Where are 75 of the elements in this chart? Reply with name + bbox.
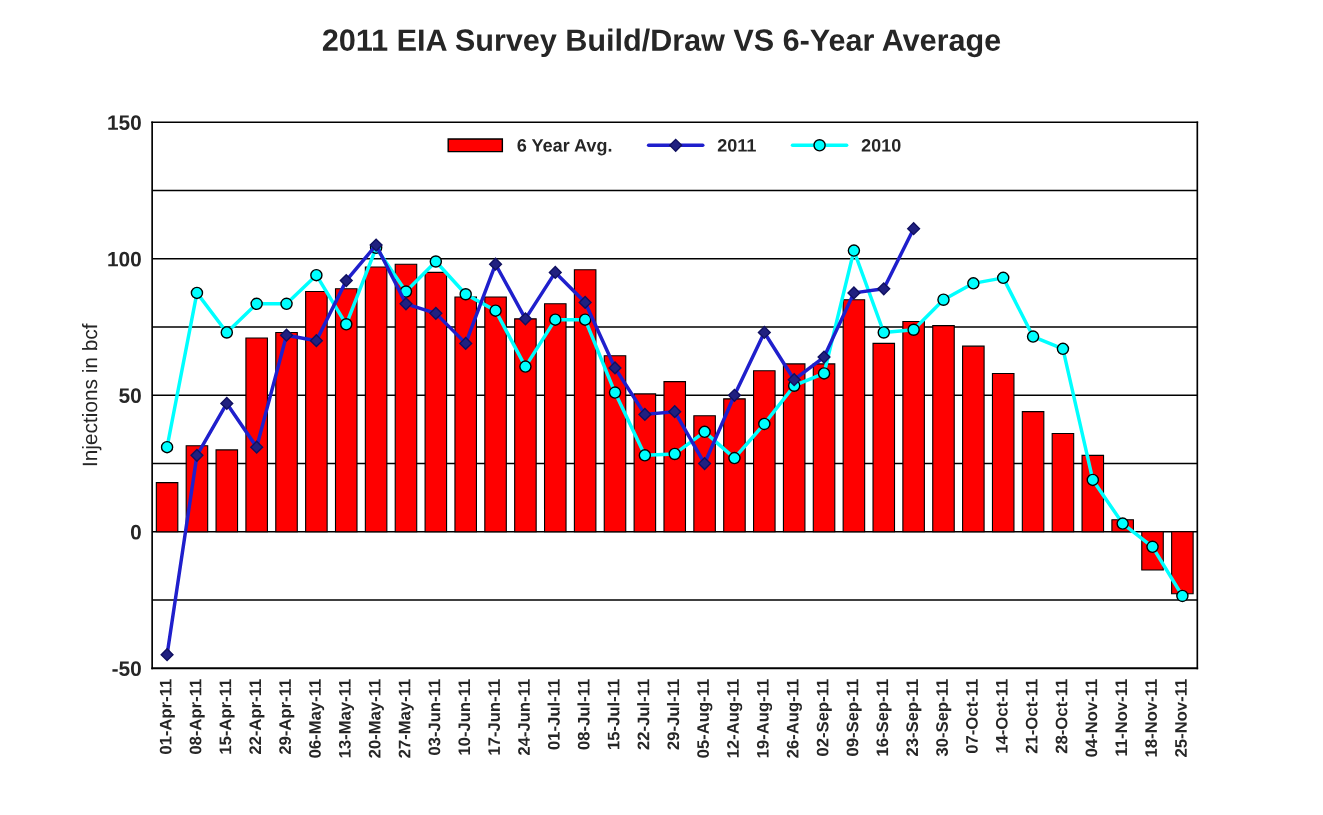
- x-tick-label: 24-Jun-11: [518, 679, 530, 756]
- point: [220, 326, 234, 339]
- point: [1056, 342, 1070, 356]
- x-tick-label: 15-Jul-11: [607, 679, 620, 749]
- x-tick-label: 01-Apr-11: [159, 679, 175, 755]
- legend-label: 2011: [717, 138, 756, 152]
- x-tick-label: 27-May-11: [398, 679, 414, 758]
- x-tick-label: 22-Apr-11: [249, 679, 265, 755]
- x-tick-label: 02-Sep-11: [816, 679, 832, 756]
- x-tick-label: 19-Aug-11: [756, 679, 773, 758]
- x-tick-label: 30-Sep-11: [936, 679, 952, 757]
- point: [1176, 589, 1189, 603]
- x-tick-label: 12-Aug-11: [727, 679, 743, 758]
- x-tick-label: 15-Apr-11: [219, 679, 235, 754]
- point: [668, 447, 681, 461]
- point: [847, 244, 861, 257]
- x-tick-label: 20-May-11: [368, 679, 384, 758]
- y-tick-label: 50: [119, 388, 141, 404]
- point: [489, 304, 502, 317]
- x-tick-label: 08-Jul-11: [577, 679, 590, 750]
- legend-label: 2010: [861, 138, 901, 152]
- x-tick-label: 14-Oct-11: [995, 679, 1008, 753]
- x-tick-label: 17-Jun-11: [488, 679, 501, 755]
- x-tick-label: 05-Aug-11: [697, 679, 713, 758]
- x-tick-label: 28-Oct-11: [1055, 679, 1068, 754]
- x-tick-label: 06-May-11: [309, 679, 325, 758]
- x-tick-label: 21-Oct-11: [1025, 679, 1038, 754]
- point: [698, 425, 711, 439]
- point: [967, 277, 980, 290]
- point: [250, 297, 263, 311]
- point: [728, 451, 741, 465]
- point: [907, 323, 920, 336]
- x-tick-label: 01-Jul-11: [547, 679, 560, 750]
- y-tick-label: -50: [112, 661, 141, 677]
- y-axis-title: Injections in bcf: [82, 323, 102, 466]
- x-tick-label: 07-Oct-11: [966, 679, 978, 754]
- point: [190, 286, 204, 300]
- chart-title: 2011 EIA Survey Build/Draw VS 6-Year Average: [322, 28, 1001, 58]
- x-tick-label: 16-Sep-11: [876, 679, 892, 756]
- x-tick-label: 13-May-11: [338, 679, 355, 758]
- x-tick-label: 23-Sep-11: [906, 679, 922, 756]
- legend-label: 6 Year Avg.: [517, 138, 612, 156]
- point: [1086, 473, 1100, 487]
- x-tick-label: 03-Jun-11: [428, 679, 441, 755]
- point: [578, 313, 592, 326]
- point: [160, 440, 174, 454]
- point: [877, 326, 891, 339]
- point: [1026, 330, 1040, 343]
- point: [310, 268, 323, 282]
- y-tick-label: 150: [108, 115, 141, 130]
- point: [937, 293, 950, 306]
- point: [429, 255, 443, 268]
- x-tick-label: 11-Nov-11: [1115, 679, 1128, 756]
- x-tick-label: 09-Sep-11: [846, 679, 862, 756]
- y-tick-label: 0: [130, 524, 141, 540]
- x-tick-label: 10-Jun-11: [458, 679, 471, 755]
- point: [339, 318, 353, 331]
- x-tick-label: 25-Nov-11: [1175, 679, 1187, 757]
- x-tick-label: 29-Apr-11: [279, 679, 295, 755]
- y-tick-label: 100: [108, 251, 141, 267]
- point: [459, 288, 472, 301]
- point: [549, 313, 562, 326]
- point: [608, 386, 622, 399]
- point: [758, 417, 771, 431]
- point: [817, 367, 831, 380]
- point: [519, 360, 532, 373]
- x-tick-label: 22-Jul-11: [637, 679, 650, 750]
- point: [638, 449, 652, 462]
- point: [996, 271, 1010, 285]
- point: [280, 297, 293, 311]
- x-tick-label: 04-Nov-11: [1085, 679, 1098, 757]
- x-tick-label: 08-Apr-11: [189, 679, 205, 755]
- x-tick-label: 18-Nov-11: [1145, 679, 1157, 757]
- x-tick-label: 29-Jul-11: [666, 679, 680, 750]
- x-tick-label: 26-Aug-11: [786, 679, 802, 758]
